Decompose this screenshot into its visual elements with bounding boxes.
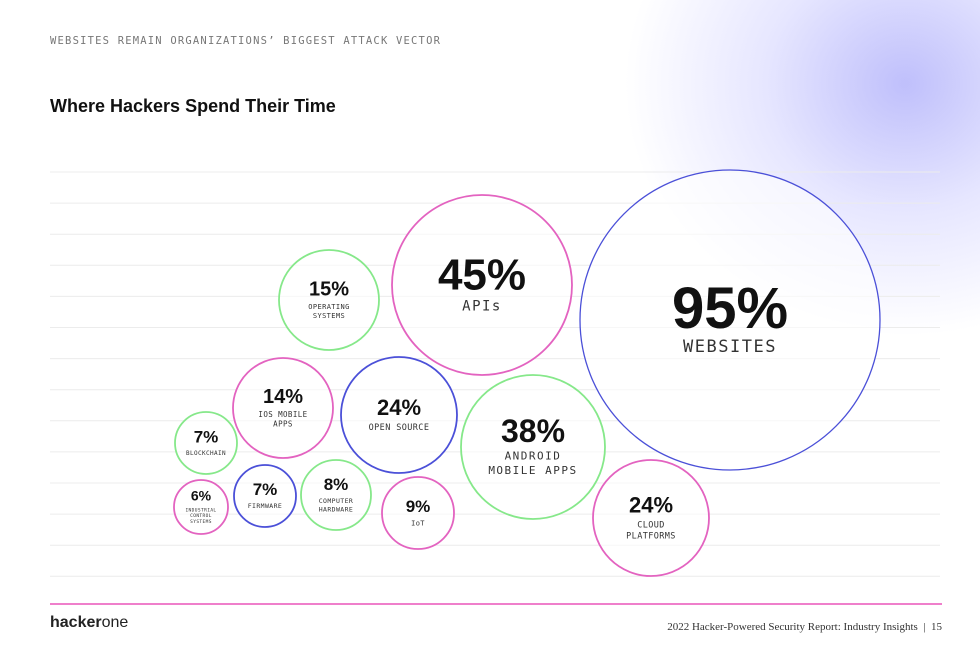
bubble-label: APPS (273, 420, 293, 429)
bubble-label: PLATFORMS (626, 531, 676, 541)
page-title: Where Hackers Spend Their Time (50, 96, 336, 116)
bubble-ios-mobile-apps (232, 357, 334, 459)
bubble-value: 95% (672, 276, 788, 341)
bubble-operating-systems (278, 249, 380, 351)
bubble-cloud-platforms (592, 459, 710, 577)
bubble-label: BLOCKCHAIN (186, 450, 226, 457)
bubble-label: MOBILE APPS (488, 464, 577, 477)
bubble-label: CONTROL (190, 513, 212, 519)
section-kicker: WEBSITES REMAIN ORGANIZATIONS’ BIGGEST A… (50, 35, 442, 47)
bubble-label: SYSTEMS (313, 312, 345, 320)
bubble-firmware (233, 464, 297, 528)
bubble-value: 7% (194, 428, 219, 447)
footer-citation: 2022 Hacker-Powered Security Report: Ind… (667, 621, 942, 633)
bubble-computer-hardware (300, 459, 372, 531)
bubble-label: HARDWARE (319, 505, 354, 513)
bubble-value: 45% (438, 251, 526, 300)
bubble-value: 9% (406, 497, 431, 516)
bubble-apis (391, 194, 573, 376)
bubble-value: 24% (377, 395, 421, 420)
footer-rule (50, 603, 942, 605)
bubble-value: 38% (501, 413, 565, 449)
bubble-value: 8% (324, 475, 349, 494)
bubble-label: INDUSTRIAL (185, 507, 216, 513)
bubble-label: APIs (462, 299, 502, 315)
bubble-label: WEBSITES (683, 337, 777, 357)
bubble-label: ANDROID (505, 450, 562, 463)
bubble-label: OPEN SOURCE (369, 423, 430, 433)
bubble-open-source (340, 356, 458, 474)
page-number: 15 (931, 621, 942, 633)
bubble-label: SYSTEMS (190, 519, 212, 525)
bubble-label: OPERATING (308, 303, 350, 311)
bubble-label: CLOUD (637, 520, 665, 530)
hackerone-logo: hackerone (50, 614, 129, 631)
bubble-value: 14% (263, 386, 303, 408)
bubble-websites (579, 169, 881, 471)
bubble-android-mobile-apps (460, 374, 606, 520)
bubble-blockchain (174, 411, 238, 475)
bubble-industrial-control-systems (173, 479, 229, 535)
bubble-value: 15% (309, 279, 349, 301)
bubble-value: 6% (191, 488, 212, 504)
bubble-label: COMPUTER (319, 497, 354, 505)
bubble-value: 24% (629, 492, 673, 517)
bubble-label: IoT (411, 519, 425, 527)
bubble-iot (381, 476, 455, 550)
bubble-label: IOS MOBILE (258, 410, 307, 419)
bubble-value: 7% (253, 480, 278, 499)
bubble-label: FIRMWARE (248, 502, 283, 510)
